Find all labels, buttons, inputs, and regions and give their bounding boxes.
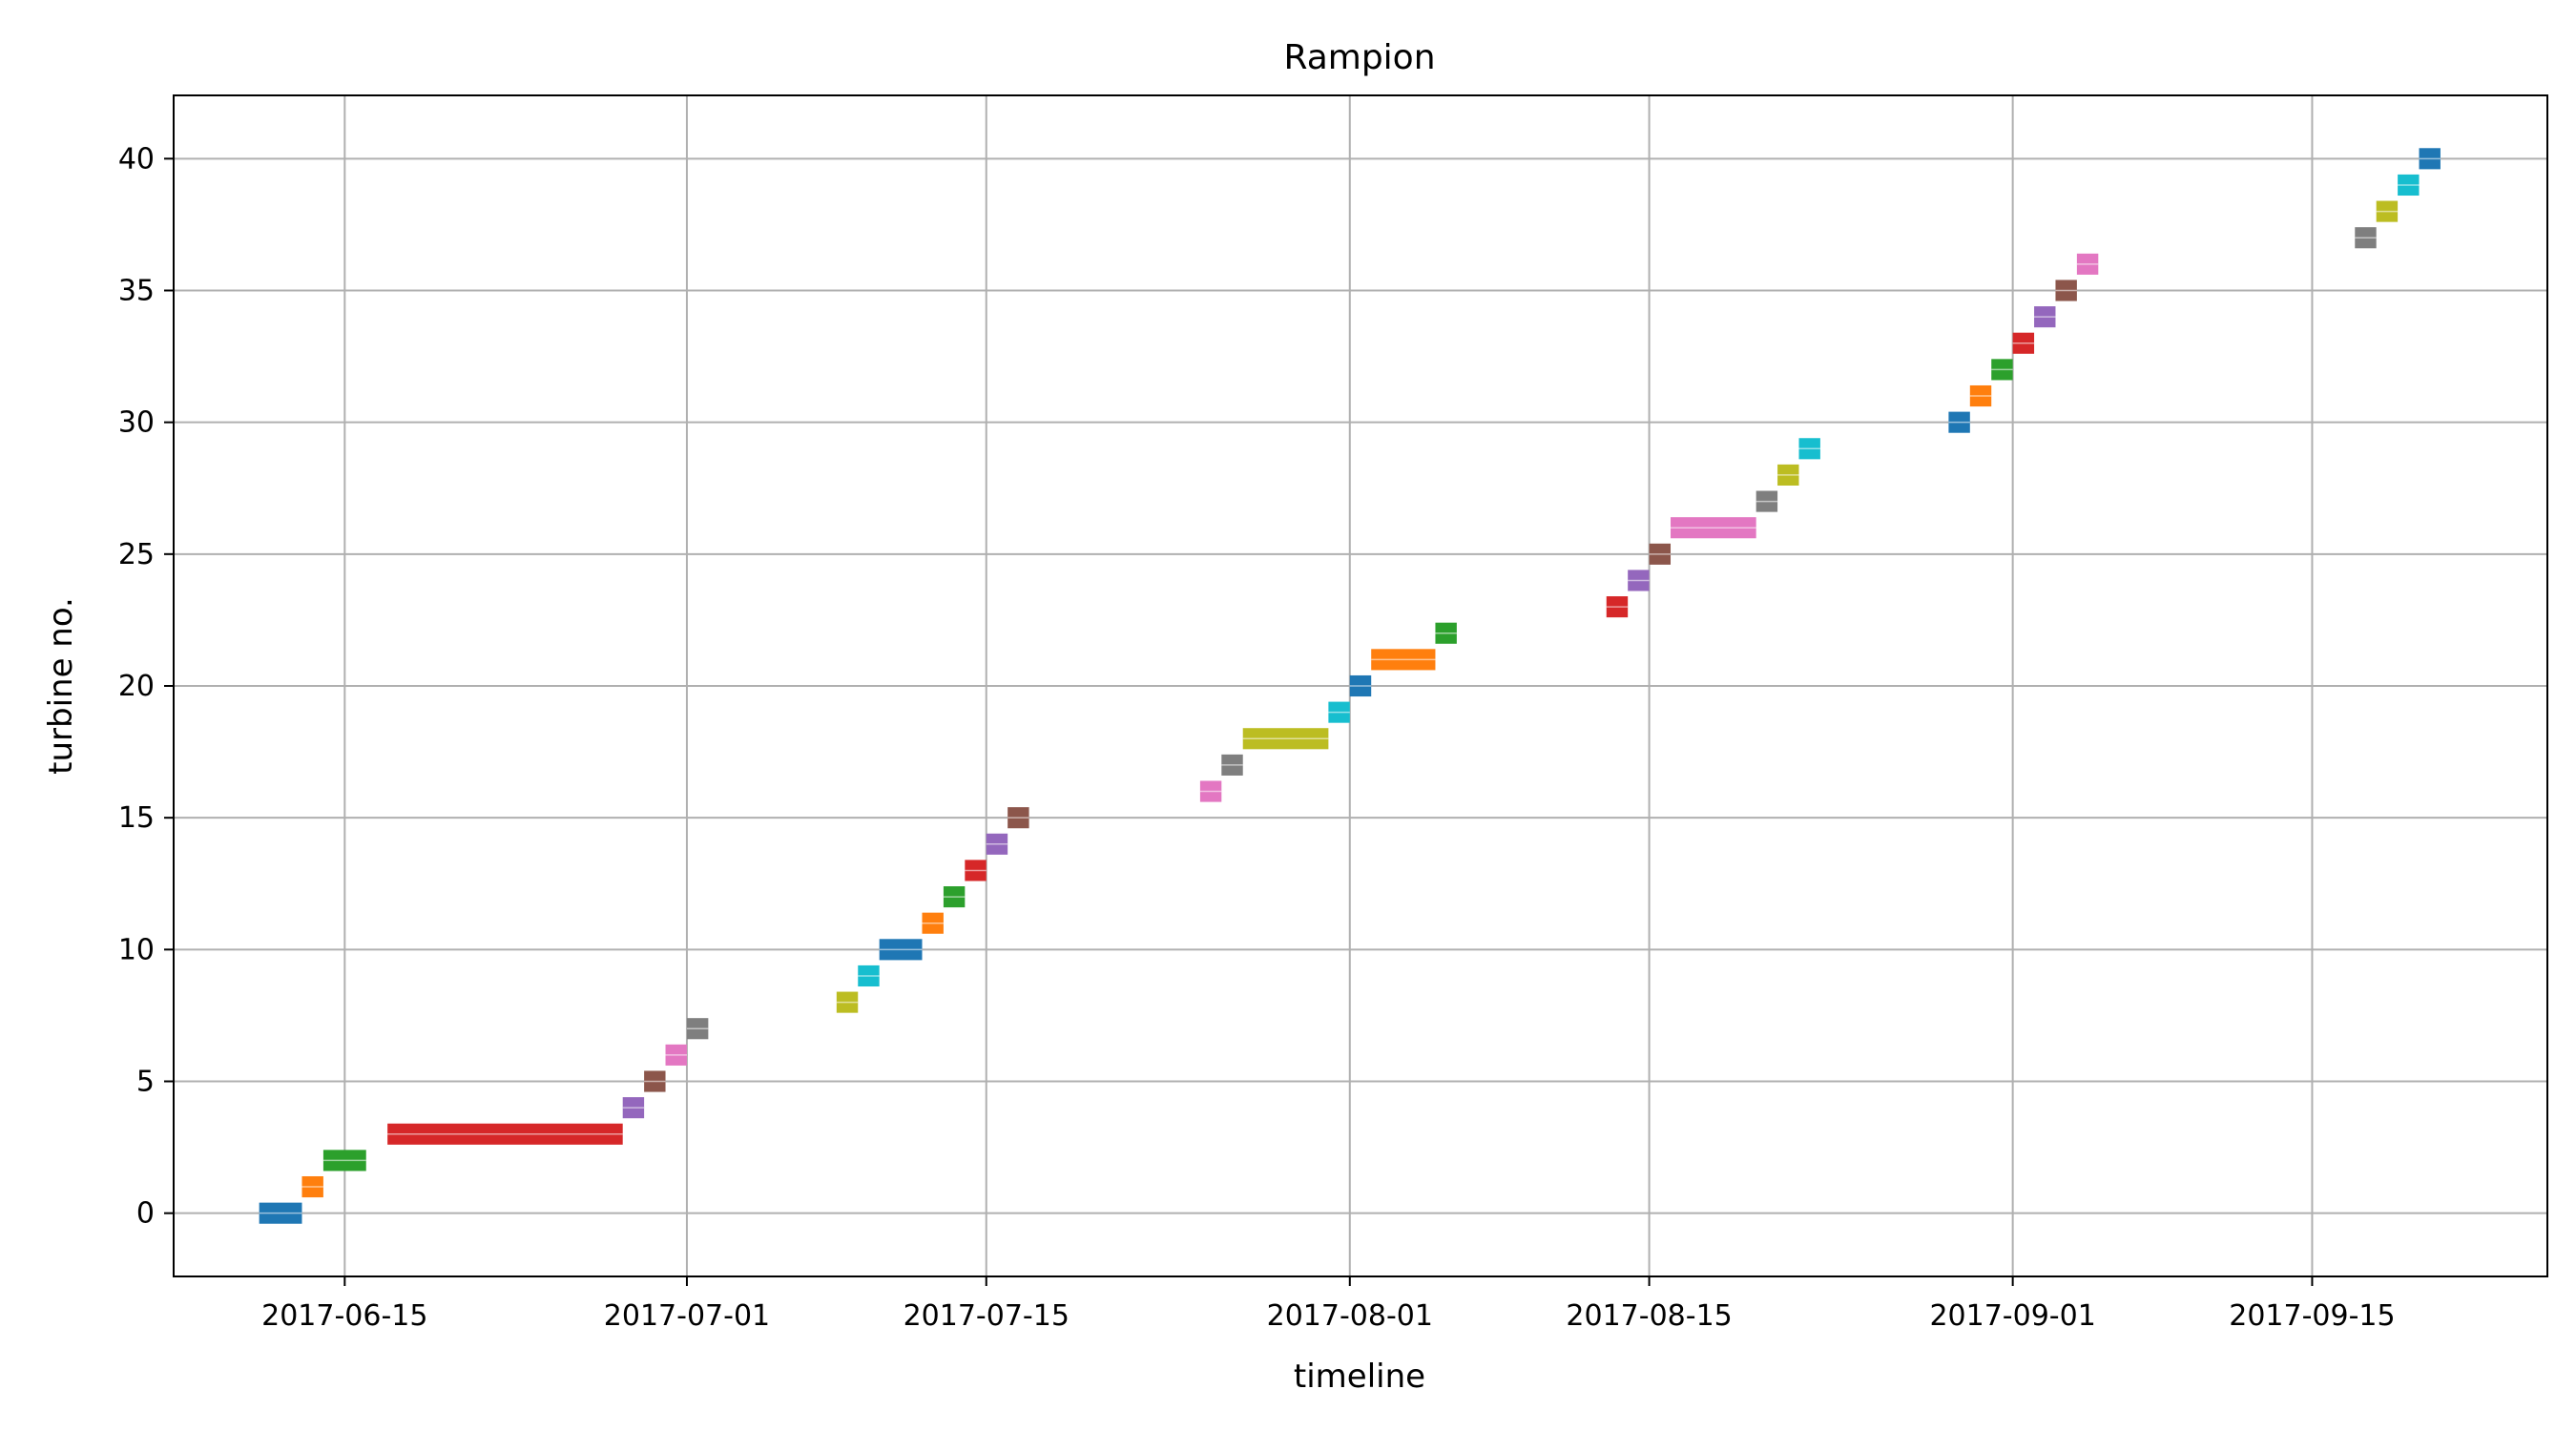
x-tick-label: 2017-09-01	[1929, 1299, 2095, 1333]
x-axis-label: timeline	[1294, 1358, 1425, 1396]
y-tick-label: 40	[118, 142, 155, 176]
y-tick-label: 10	[118, 933, 155, 966]
y-tick-label: 15	[118, 801, 155, 835]
y-tick-label: 35	[118, 274, 155, 307]
bars	[259, 148, 2441, 1224]
x-tick-label: 2017-08-01	[1267, 1299, 1433, 1333]
y-axis-label: turbine no.	[42, 597, 80, 775]
chart-title: Rampion	[1283, 38, 1435, 77]
y-tick-label: 20	[118, 670, 155, 703]
x-tick-label: 2017-08-15	[1566, 1299, 1732, 1333]
x-tick-label: 2017-07-15	[904, 1299, 1070, 1333]
y-tick-label: 0	[136, 1197, 155, 1231]
x-tick-label: 2017-09-15	[2229, 1299, 2395, 1333]
y-tick-label: 25	[118, 538, 155, 571]
y-tick-label: 5	[136, 1066, 155, 1099]
y-tick-label: 30	[118, 406, 155, 440]
grid-lines	[174, 95, 2547, 1276]
axis-ticks: 2017-06-15 2017-07-01 2017-07-15 2017-08-01…	[118, 142, 2396, 1333]
x-tick-label: 2017-06-15	[261, 1299, 427, 1333]
x-tick-label: 2017-07-01	[604, 1299, 770, 1333]
